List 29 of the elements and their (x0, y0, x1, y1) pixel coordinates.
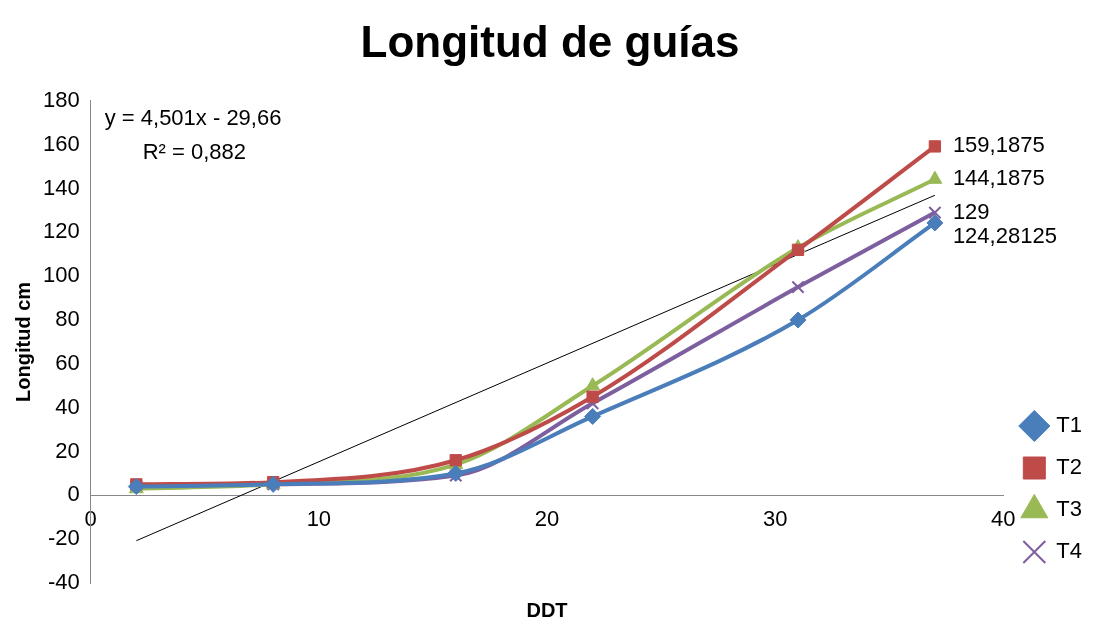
data-label: 124,28125 (952, 222, 1057, 248)
x-tick-label: 10 (306, 505, 332, 531)
x-tick-label: 40 (991, 505, 1016, 531)
y-tick-label: 140 (42, 174, 80, 200)
x-tick-label: 20 (534, 505, 560, 531)
y-tick-label: -20 (47, 525, 80, 551)
legend-label: T3 (1056, 496, 1083, 522)
y-tick-label: 60 (55, 349, 80, 375)
data-label: 159,1875 (952, 132, 1045, 158)
y-axis-title: Longitud cm (11, 281, 34, 402)
data-label: 144,1875 (952, 165, 1045, 191)
y-tick-label: 40 (55, 393, 80, 419)
y-tick-label: 0 (67, 481, 80, 507)
chart-title: Longitud de guías (360, 16, 740, 66)
y-tick-label: 100 (42, 262, 80, 288)
y-tick-label: 180 (42, 86, 80, 112)
y-tick-label: 120 (42, 218, 80, 244)
x-axis-title: DDT (526, 598, 568, 621)
y-tick-label: 160 (42, 130, 80, 156)
y-tick-label: 80 (55, 306, 80, 332)
y-tick-label: 20 (55, 437, 80, 463)
annotation: R² = 0,882 (142, 138, 247, 164)
annotation: y = 4,501x - 29,66 (104, 104, 282, 130)
data-label: 129 (952, 198, 990, 224)
legend-label: T2 (1056, 454, 1083, 480)
legend-label: T4 (1056, 538, 1083, 564)
y-tick-label: -40 (47, 569, 80, 595)
x-tick-label: 30 (762, 505, 788, 531)
legend-label: T1 (1056, 412, 1083, 438)
